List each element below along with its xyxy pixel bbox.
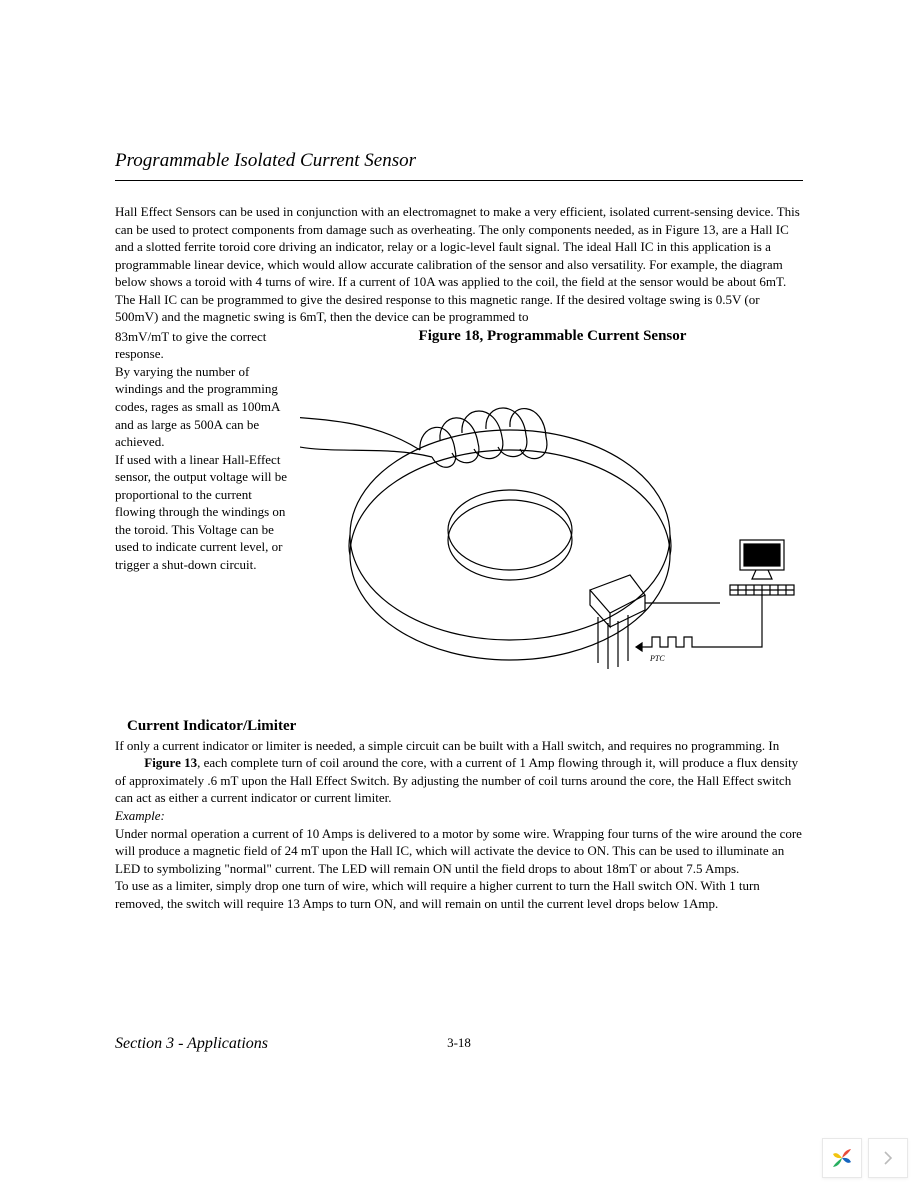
wrapped-paragraph: 83mV/mT to give the correct response.By … [115, 328, 290, 574]
footer-section: Section 3 - Applications [115, 1035, 268, 1053]
footer-page-number: 3-18 [447, 1035, 471, 1051]
lower-p3: To use as a limiter, simply drop one tur… [115, 878, 760, 911]
example-label: Example: [115, 808, 165, 823]
ptc-label: PTC [649, 654, 665, 663]
lower-paragraphs: If only a current indicator or limiter i… [115, 737, 803, 912]
lower-p1a: If only a current indicator or limiter i… [115, 738, 779, 753]
petal-logo-icon [831, 1147, 853, 1169]
toroid-diagram: PTC [300, 355, 805, 685]
subheading-current-indicator: Current Indicator/Limiter [127, 718, 803, 735]
figure-caption: Figure 18, Programmable Current Sensor [300, 328, 805, 345]
figure-18: Figure 18, Programmable Current Sensor [300, 328, 805, 690]
next-button[interactable] [868, 1138, 908, 1178]
figure-reference: Figure 13 [144, 755, 197, 770]
intro-paragraph: Hall Effect Sensors can be used in conju… [115, 203, 803, 326]
page-title: Programmable Isolated Current Sensor [115, 150, 803, 181]
logo-button[interactable] [822, 1138, 862, 1178]
chevron-right-icon [883, 1151, 893, 1165]
lower-p2: Under normal operation a current of 10 A… [115, 826, 802, 876]
lower-p1b: , each complete turn of coil around the … [115, 755, 798, 805]
nav-widget [822, 1138, 908, 1178]
